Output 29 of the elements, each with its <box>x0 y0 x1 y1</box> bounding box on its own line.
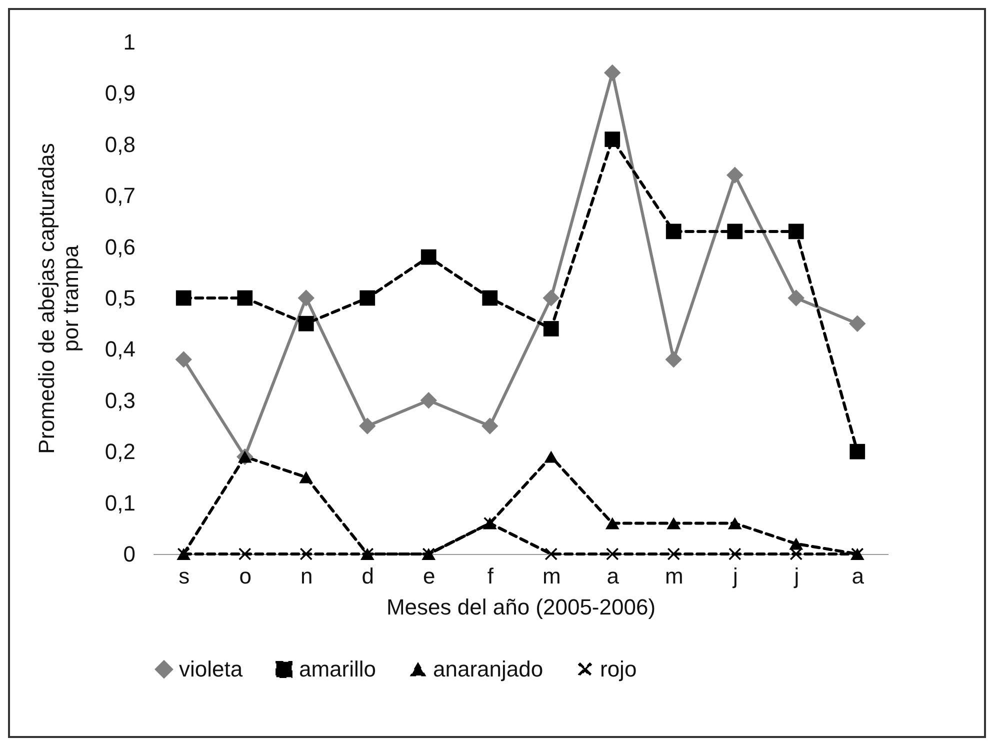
x-tick-label: e <box>423 564 436 588</box>
y-tick-label: 0,3 <box>104 388 136 413</box>
y-tick-label: 0,1 <box>104 490 136 516</box>
legend-label: amarillo <box>299 656 376 682</box>
x-tick-label: j <box>793 564 800 588</box>
legend-label: rojo <box>600 656 637 682</box>
x-tick-label: j <box>732 564 738 588</box>
y-tick-label: 0,2 <box>104 439 136 464</box>
x-tick-label: a <box>606 564 620 588</box>
legend-label: violeta <box>179 656 244 682</box>
x-tick-label: o <box>239 564 252 588</box>
y-axis-title: Promedio de abejas capturadas por trampa <box>34 143 83 454</box>
x-tick-label: n <box>300 564 313 588</box>
x-tick-label: d <box>362 564 374 588</box>
y-tick-label: 0 <box>123 542 136 566</box>
y-tick-label: 0,5 <box>104 286 136 310</box>
x-axis-title: Meses del año (2005-2006) <box>386 594 656 620</box>
y-tick-label: 0,4 <box>104 336 136 362</box>
x-tick-label: m <box>664 564 684 588</box>
y-tick-label: 0,8 <box>104 132 136 157</box>
x-tick-label: m <box>542 564 561 588</box>
x-tick-label: a <box>852 564 865 588</box>
y-tick-label: 0,9 <box>104 80 136 106</box>
y-tick-label: 1 <box>123 30 136 54</box>
legend-label: anaranjado <box>433 656 544 682</box>
x-tick-label: f <box>487 564 494 588</box>
y-tick-label: 0,7 <box>104 183 136 208</box>
y-tick-label: 0,6 <box>104 234 136 260</box>
x-tick-label: s <box>178 564 190 588</box>
